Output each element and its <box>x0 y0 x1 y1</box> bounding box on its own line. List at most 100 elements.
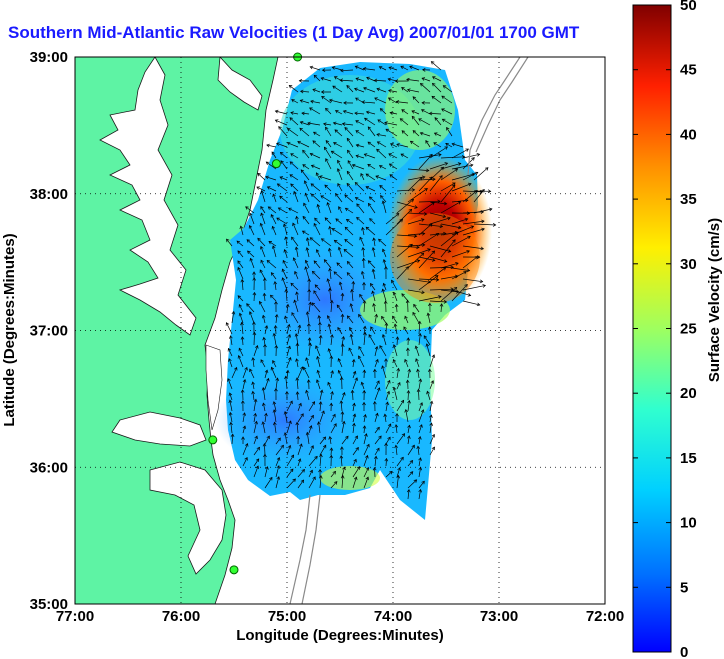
velocity-arrow-head <box>463 270 467 275</box>
y-tick-labels: 39:00 38:00 37:00 36:00 35:00 <box>30 49 68 613</box>
velocity-arrow <box>362 247 365 258</box>
velocity-arrow <box>363 444 370 456</box>
velocity-arrow-head <box>395 412 399 417</box>
velocity-arrow-head <box>376 148 380 153</box>
velocity-arrow <box>308 456 318 467</box>
velocity-arrow <box>335 218 343 225</box>
velocity-arrow <box>374 413 378 423</box>
velocity-arrow <box>264 413 267 423</box>
velocity-arrow-head <box>388 163 393 167</box>
velocity-arrow-head <box>466 211 471 216</box>
velocity-arrow <box>418 278 439 281</box>
velocity-arrow-head <box>357 355 362 360</box>
velocity-arrow-head <box>379 108 384 112</box>
velocity-arrow <box>263 293 266 302</box>
velocity-arrow-head <box>326 201 330 206</box>
velocity-arrow <box>324 217 332 225</box>
velocity-arrow-head <box>254 420 258 425</box>
velocity-arrow-head <box>409 471 414 475</box>
velocity-arrow <box>271 367 277 379</box>
velocity-arrow-head <box>311 270 316 275</box>
velocity-arrow <box>297 403 302 412</box>
velocity-arrow <box>227 378 233 390</box>
velocity-arrow-head <box>253 412 257 417</box>
velocity-arrow-head <box>445 142 449 147</box>
velocity-arrow-head <box>399 218 404 223</box>
velocity-arrow-head <box>314 284 319 288</box>
velocity-arrow <box>303 202 310 214</box>
velocity-arrow <box>429 300 447 303</box>
velocity-arrow <box>319 436 326 445</box>
velocity-arrow <box>345 207 354 214</box>
velocity-arrow <box>440 232 458 236</box>
velocity-arrow <box>429 288 454 291</box>
velocity-arrow-head <box>476 153 481 157</box>
velocity-arrow <box>253 399 257 412</box>
velocity-arrow-head <box>315 345 319 349</box>
velocity-arrow <box>363 332 366 346</box>
velocity-arrow-head <box>431 258 436 262</box>
velocity-arrow-head <box>262 292 267 297</box>
velocity-arrow <box>259 301 266 313</box>
velocity-arrow-head <box>279 195 283 200</box>
velocity-arrow-head <box>418 436 422 440</box>
velocity-arrow-head <box>354 87 358 92</box>
velocity-arrow <box>330 471 336 478</box>
velocity-arrow <box>247 250 255 258</box>
velocity-arrow <box>350 334 354 346</box>
velocity-arrow <box>363 467 369 478</box>
velocity-arrow <box>429 401 433 412</box>
y-tick-label: 37:00 <box>30 323 68 340</box>
velocity-arrow-head <box>479 279 484 284</box>
velocity-arrow-head <box>264 369 269 374</box>
velocity-arrow-head <box>225 322 230 326</box>
velocity-arrow <box>429 256 447 262</box>
velocity-arrow <box>369 218 376 225</box>
velocity-arrow <box>388 67 398 71</box>
velocity-arrow-head <box>300 413 304 417</box>
velocity-arrow-head <box>241 400 245 404</box>
velocity-arrow <box>385 423 392 434</box>
velocity-arrow <box>275 465 280 478</box>
velocity-arrow-head <box>365 476 370 481</box>
velocity-arrow-head <box>423 212 428 216</box>
velocity-arrow-head <box>265 175 269 180</box>
velocity-arrow-head <box>346 182 351 187</box>
velocity-arrow-head <box>419 424 423 428</box>
velocity-arrow-head <box>443 300 448 304</box>
velocity-arrow-head <box>416 388 421 393</box>
velocity-arrow-head <box>320 238 325 242</box>
velocity-arrow-head <box>411 444 415 449</box>
velocity-arrow <box>286 468 294 478</box>
velocity-arrow-head <box>431 82 436 87</box>
velocity-arrow <box>339 282 343 291</box>
colorbar-label: Surface Velocity (cm/s) <box>706 218 723 382</box>
velocity-arrow-head <box>418 118 422 122</box>
velocity-arrow-head <box>407 368 412 373</box>
velocity-arrow <box>356 203 365 214</box>
velocity-arrow <box>346 272 354 280</box>
velocity-arrow-head <box>346 137 351 142</box>
velocity-arrow-head <box>442 214 447 219</box>
velocity-arrow <box>355 182 365 192</box>
velocity-arrow-head <box>327 381 331 386</box>
velocity-arrow-head <box>237 250 241 254</box>
velocity-arrow-head <box>240 321 244 326</box>
velocity-arrow-head <box>288 420 292 425</box>
velocity-arrow-head <box>293 299 297 304</box>
velocity-arrow-head <box>376 447 380 452</box>
velocity-arrow-head <box>276 142 280 146</box>
colorbar-tick-label: 40 <box>680 126 697 143</box>
velocity-arrow-head <box>421 231 426 236</box>
velocity-arrow <box>231 311 235 324</box>
velocity-arrow-head <box>359 236 363 241</box>
velocity-arrow-head <box>274 119 279 123</box>
velocity-arrow-head <box>293 190 297 195</box>
velocity-arrow <box>330 391 333 401</box>
velocity-arrow-head <box>457 201 462 205</box>
velocity-arrow <box>418 275 439 291</box>
velocity-arrow-head <box>291 99 295 103</box>
velocity-arrow-head <box>274 313 279 318</box>
velocity-arrow-head <box>307 322 311 327</box>
velocity-arrow-head <box>480 246 485 251</box>
